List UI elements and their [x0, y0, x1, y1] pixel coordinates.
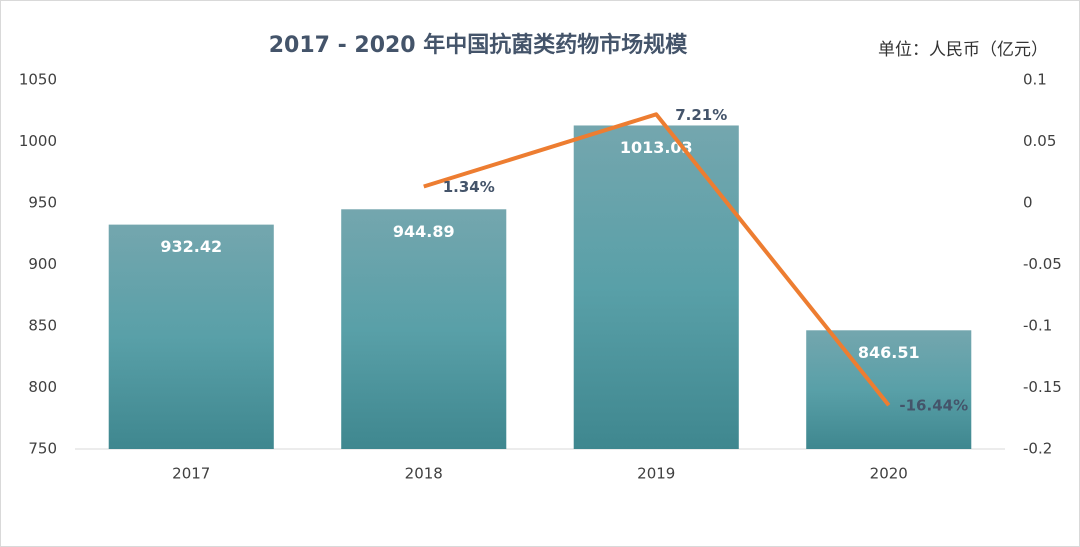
bar-value-label: 1013.03 — [620, 138, 693, 157]
line-value-label: -16.44% — [899, 397, 968, 415]
bar-value-label: 846.51 — [858, 343, 920, 362]
unit-note: 单位：人民币（亿元） — [878, 40, 1048, 60]
line-value-label: 1.34% — [443, 178, 495, 196]
y-tick-label: 750 — [28, 440, 57, 458]
x-tick-label: 2018 — [405, 465, 443, 483]
y-tick-label: 1050 — [19, 71, 57, 89]
y-tick-label: 850 — [28, 317, 57, 335]
line-value-label: 7.21% — [675, 106, 727, 124]
line — [423, 112, 891, 407]
bar-value-label: 932.42 — [160, 237, 222, 256]
x-tick-label: 2019 — [637, 465, 675, 483]
y2-tick-label: 0.1 — [1023, 71, 1047, 89]
y-tick-label: 900 — [28, 255, 57, 273]
y2-tick-label: -0.15 — [1023, 378, 1062, 396]
x-tick-label: 2020 — [870, 465, 908, 483]
bar — [341, 209, 507, 449]
y2-tick-label: -0.1 — [1023, 317, 1052, 335]
y2-tick-label: 0 — [1023, 194, 1033, 212]
bar-value-label: 944.89 — [393, 222, 455, 241]
y2-tick-label: 0.05 — [1023, 132, 1056, 150]
y-tick-label: 950 — [28, 194, 57, 212]
y-tick-label: 800 — [28, 378, 57, 396]
bar — [573, 125, 739, 450]
y-tick-label: 1000 — [19, 132, 57, 150]
bar — [806, 330, 972, 449]
bar — [108, 224, 274, 449]
x-tick-label: 2017 — [172, 465, 210, 483]
y2-tick-label: -0.05 — [1023, 255, 1062, 273]
chart-title: 2017 - 2020 年中国抗菌类药物市场规模 — [269, 32, 689, 58]
y2-tick-label: -0.2 — [1023, 440, 1052, 458]
